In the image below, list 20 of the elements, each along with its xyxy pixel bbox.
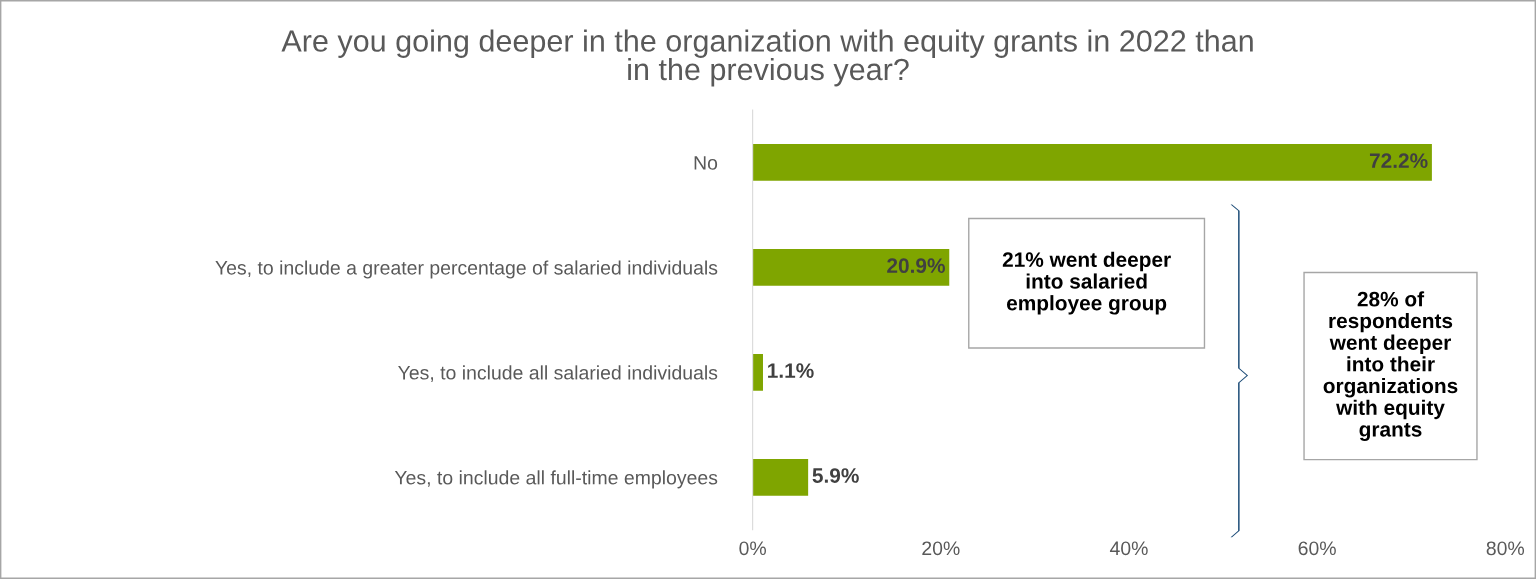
data-label: 72.2% <box>1369 153 1428 169</box>
data-label: 5.9% <box>812 468 859 483</box>
x-tick-label: 20% <box>922 541 960 556</box>
bar <box>752 458 809 496</box>
y-tick-label: No <box>694 156 718 170</box>
data-label: 1.1% <box>768 363 814 378</box>
x-tick-label: 40% <box>1109 541 1148 556</box>
y-tick-label: Yes, to include all full-time employees <box>394 470 718 489</box>
y-tick-label: Yes, to include all salaried individuals <box>398 365 718 382</box>
x-tick-label: 60% <box>1298 541 1336 556</box>
x-tick-label: 0% <box>739 541 766 556</box>
annotation: 21% went deeper into salaried employee group <box>1002 251 1171 315</box>
data-label: 20.9% <box>887 258 945 274</box>
annotation: 28% of respondents went deeper into their organizations with equity grants <box>1323 291 1458 441</box>
y-tick-label: Yes, to include a greater percentage of salaried individuals <box>215 260 718 279</box>
bar <box>752 249 950 286</box>
bar <box>752 354 763 391</box>
bar <box>752 144 1432 181</box>
chart-title: Are you going deeper in the organization with equity grants in 2022 than in the previous year? <box>281 29 1253 87</box>
x-tick-label: 80% <box>1486 541 1525 556</box>
